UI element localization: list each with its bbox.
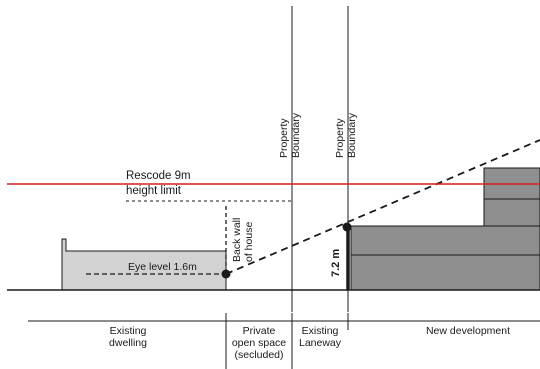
height-limit-label-line-2: height limit <box>126 185 182 197</box>
sight-line <box>225 139 540 275</box>
eye-point <box>221 269 231 279</box>
property-boundary-label-2-line-2: Boundary <box>346 112 358 158</box>
zone-private-open-space-line-3: (secluded) <box>234 349 283 361</box>
property-boundary-label-2-line-1: Property <box>334 118 346 158</box>
property-boundary-label-1-line-1: Property <box>278 118 290 158</box>
new-development-building <box>350 167 540 291</box>
wall-height-label: 7.2 m <box>330 249 342 277</box>
zone-existing-dwelling-line-1: Existing <box>110 325 147 337</box>
zone-existing-dwelling-line-2: dwelling <box>109 337 147 349</box>
wall-top-point <box>342 222 352 232</box>
height-limit-label-line-1: Rescode 9m <box>126 170 191 182</box>
zone-new-development-line-1: New development <box>426 325 510 337</box>
back-wall-label-line-1: Back wall <box>231 218 243 262</box>
property-boundary-label-1-line-2: Boundary <box>290 112 302 158</box>
zone-dimension-line <box>28 313 540 369</box>
zone-existing-laneway-line-2: Laneway <box>299 337 342 349</box>
back-wall-label-line-2: of house <box>243 222 255 262</box>
zone-private-open-space-line-1: Private <box>243 325 276 337</box>
zone-existing-laneway-line-1: Existing <box>302 325 339 337</box>
zone-private-open-space-line-2: open space <box>232 337 286 349</box>
eye-level-label: Eye level 1.6m <box>128 261 197 273</box>
